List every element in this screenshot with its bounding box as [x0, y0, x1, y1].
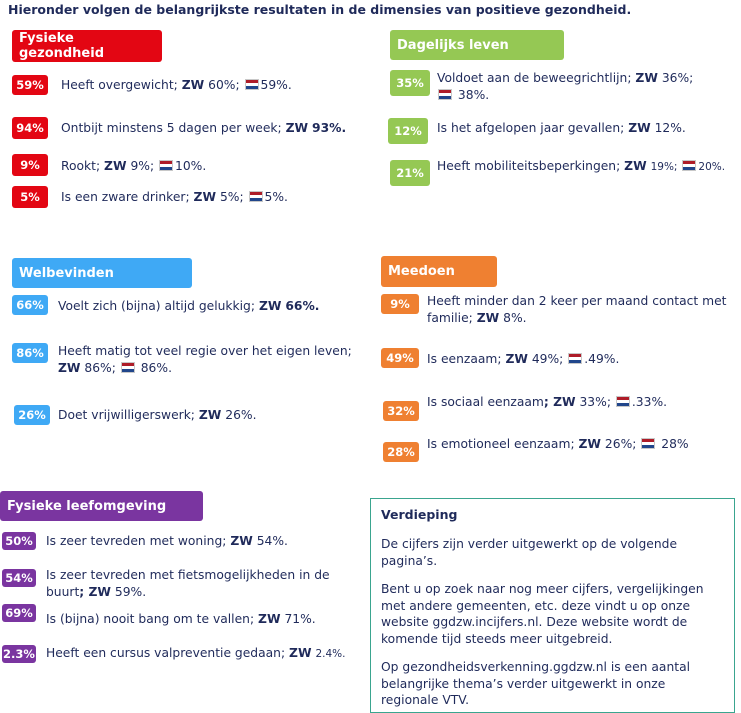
pct-badge: 94% — [12, 117, 48, 139]
pct-badge: 9% — [12, 154, 48, 176]
netherlands-flag-icon — [438, 89, 452, 100]
result-text: Is zeer tevreden met fietsmogelijkheden … — [46, 568, 330, 599]
pct-badge: 26% — [14, 405, 50, 425]
pct-badge: 69% — [2, 604, 36, 622]
pct-badge: 5% — [12, 186, 48, 208]
result-text: Is zeer tevreden met woning; ZW 54%. — [46, 534, 288, 548]
section-header-welbevinden: Welbevinden — [12, 258, 192, 288]
verdieping-box: Verdieping De cijfers zijn verder uitgew… — [370, 498, 735, 713]
result-text: Ontbijt minstens 5 dagen per week; ZW 93… — [61, 121, 347, 135]
result-text: Voldoet aan de beweegrichtlijn; ZW 36%; … — [437, 71, 694, 102]
netherlands-flag-icon — [244, 79, 259, 90]
pct-badge: 12% — [388, 118, 428, 144]
verdieping-title: Verdieping — [381, 507, 458, 522]
result-text: Doet vrijwilligerswerk; ZW 26%. — [58, 408, 257, 422]
result-text: Is het afgelopen jaar gevallen; ZW 12%. — [437, 121, 686, 135]
result-text: Heeft overgewicht; ZW 60%; 59%. — [61, 78, 292, 92]
result-text: Voelt zich (bijna) altijd gelukkig; ZW 6… — [58, 299, 320, 313]
netherlands-flag-icon — [682, 160, 697, 171]
result-text: Heeft minder dan 2 keer per maand contac… — [427, 294, 727, 325]
result-text: Is eenzaam; ZW 49%; .49%. — [427, 352, 620, 366]
result-text: Is een zware drinker; ZW 5%; 5%. — [61, 190, 288, 204]
result-text: Heeft mobiliteitsbeperkingen; ZW 19%; 20… — [437, 159, 726, 173]
pct-badge: 86% — [12, 343, 48, 363]
pct-badge: 59% — [12, 75, 48, 95]
pct-badge: 50% — [2, 532, 36, 550]
result-text: Rookt; ZW 9%; 10%. — [61, 159, 207, 173]
pct-badge: 9% — [381, 294, 419, 314]
result-text: Is emotioneel eenzaam; ZW 26%; 28% — [427, 437, 689, 451]
pct-badge: 32% — [383, 401, 419, 421]
result-text: Is (bijna) nooit bang om te vallen; ZW 7… — [46, 612, 316, 626]
pct-badge: 28% — [383, 442, 419, 462]
netherlands-flag-icon — [159, 160, 174, 171]
section-header-meedoen: Meedoen — [381, 256, 497, 287]
result-text: Is sociaal eenzaam; ZW 33%; .33%. — [427, 395, 668, 409]
pct-badge: 54% — [2, 569, 36, 587]
section-header-dagelijks-leven: Dagelijks leven — [390, 30, 564, 60]
netherlands-flag-icon — [568, 353, 583, 364]
result-text: Heeft een cursus valpreventie gedaan; ZW… — [46, 646, 346, 660]
result-text: Heeft matig tot veel regie over het eige… — [58, 344, 352, 375]
pct-badge: 21% — [390, 160, 430, 186]
pct-badge: 66% — [12, 295, 48, 315]
verdieping-paragraph: Bent u op zoek naar nog meer cijfers, ve… — [381, 582, 704, 646]
verdieping-paragraph: De cijfers zijn verder uitgewerkt op de … — [381, 537, 678, 568]
pct-badge: 2.3% — [2, 645, 36, 663]
pct-badge: 35% — [390, 70, 430, 96]
netherlands-flag-icon — [641, 438, 656, 449]
verdieping-paragraph: Op gezondheidsverkenning.ggdzw.nl is een… — [381, 660, 691, 707]
intro-text: Hieronder volgen de belangrijkste result… — [8, 2, 632, 17]
section-header-fysieke-leefomgeving: Fysieke leefomgeving — [0, 491, 203, 521]
netherlands-flag-icon — [615, 396, 630, 407]
section-header-fysieke-gezondheid: Fysieke gezondheid — [12, 30, 162, 62]
pct-badge: 49% — [381, 348, 419, 368]
netherlands-flag-icon — [120, 362, 135, 373]
netherlands-flag-icon — [248, 191, 263, 202]
